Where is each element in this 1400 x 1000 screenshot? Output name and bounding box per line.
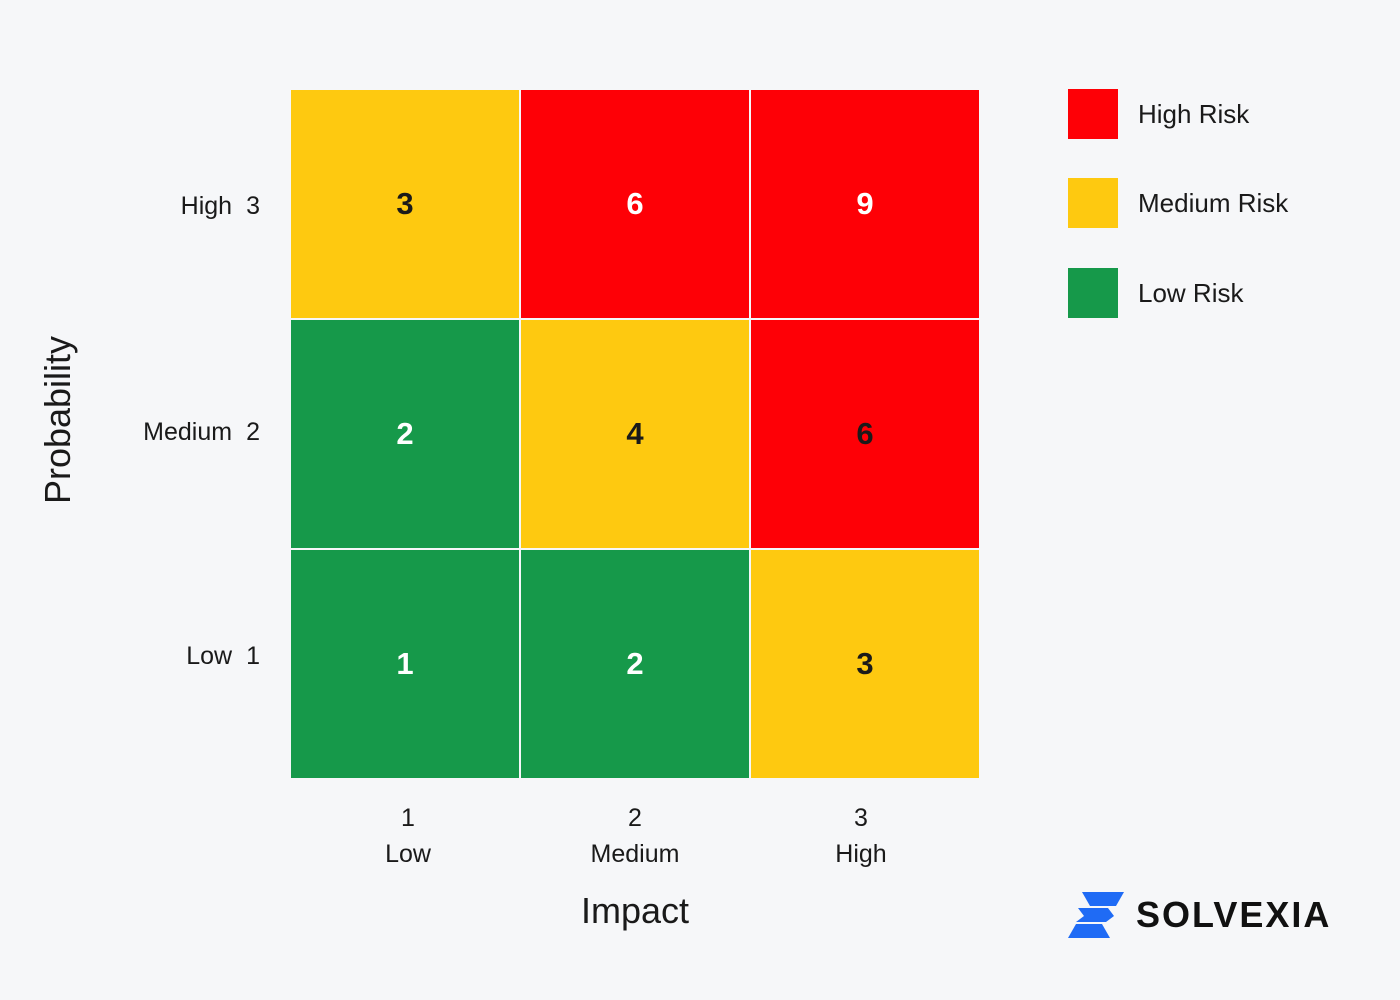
legend-item-medium-risk: Medium Risk [1068, 178, 1288, 228]
legend-item-high-risk: High Risk [1068, 89, 1249, 139]
logo-shape-top [1082, 892, 1124, 906]
x-tick-num: 2 [628, 804, 642, 832]
legend-item-low-risk: Low Risk [1068, 268, 1243, 318]
x-tick-num: 1 [401, 804, 415, 832]
x-tick-level: Low [385, 840, 431, 868]
x-tick-label-high: 3 High [781, 800, 941, 872]
legend-label: Low Risk [1138, 277, 1244, 308]
x-axis-title: Impact [580, 890, 690, 931]
legend-swatch-low [1068, 268, 1118, 318]
matrix-cell-prob-high-impact-low: 3 [290, 89, 520, 319]
logo-shape-bottom [1068, 924, 1110, 938]
legend-swatch-high [1068, 89, 1118, 139]
solvexia-logo: SOLVEXIA [1068, 892, 1331, 938]
solvexia-logo-icon [1068, 892, 1124, 938]
matrix-cell-prob-high-impact-high: 9 [750, 89, 980, 319]
legend-label: Medium Risk [1138, 187, 1289, 218]
y-tick-num: 3 [246, 192, 260, 220]
logo-shape-middle [1076, 908, 1114, 922]
matrix-cell-prob-medium-impact-low: 2 [290, 319, 520, 549]
legend-label: High Risk [1138, 98, 1250, 129]
matrix-cell-prob-medium-impact-high: 6 [750, 319, 980, 549]
y-tick-level: Medium [143, 418, 233, 446]
x-tick-label-low: 1 Low [328, 800, 488, 872]
matrix-cell-prob-low-impact-high: 3 [750, 549, 980, 779]
x-tick-label-medium: 2 Medium [555, 800, 715, 872]
matrix-cell-prob-medium-impact-medium: 4 [520, 319, 750, 549]
matrix-cell-prob-low-impact-medium: 2 [520, 549, 750, 779]
y-axis-title: Probability [37, 335, 78, 505]
x-tick-level: High [835, 840, 887, 868]
y-tick-num: 1 [246, 642, 260, 670]
y-tick-label-medium: Medium 2 [143, 418, 260, 447]
y-tick-label-low: Low 1 [186, 642, 260, 671]
x-tick-level: Medium [590, 840, 680, 868]
matrix-cell-prob-high-impact-medium: 6 [520, 89, 750, 319]
y-tick-level: High [180, 192, 233, 220]
legend-swatch-medium [1068, 178, 1118, 228]
y-tick-label-high: High 3 [181, 192, 260, 221]
brand-name: SOLVEXIA [1136, 894, 1332, 935]
y-tick-level: Low [186, 642, 233, 670]
y-tick-num: 2 [246, 418, 260, 446]
x-tick-num: 3 [854, 804, 868, 832]
matrix-cell-prob-low-impact-low: 1 [290, 549, 520, 779]
